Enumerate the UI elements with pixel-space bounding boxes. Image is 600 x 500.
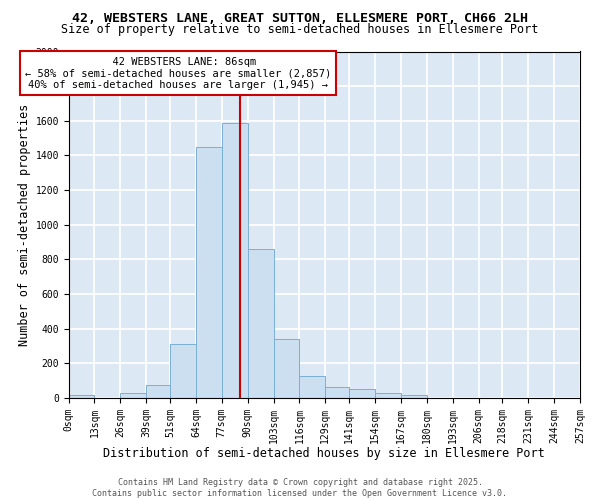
Y-axis label: Number of semi-detached properties: Number of semi-detached properties [18, 104, 31, 346]
Bar [274, 339, 299, 398]
Bar [349, 389, 375, 398]
Bar [68, 396, 94, 398]
Bar [121, 392, 146, 398]
Bar [299, 376, 325, 398]
Bar [222, 122, 248, 398]
Bar [248, 249, 274, 398]
Bar [401, 396, 427, 398]
Text: Contains HM Land Registry data © Crown copyright and database right 2025.
Contai: Contains HM Land Registry data © Crown c… [92, 478, 508, 498]
Bar [146, 385, 170, 398]
Text: Size of property relative to semi-detached houses in Ellesmere Port: Size of property relative to semi-detach… [61, 22, 539, 36]
Text: 42 WEBSTERS LANE: 86sqm
← 58% of semi-detached houses are smaller (2,857)
40% of: 42 WEBSTERS LANE: 86sqm ← 58% of semi-de… [25, 56, 331, 90]
Bar [375, 392, 401, 398]
Bar [170, 344, 196, 398]
Bar [325, 388, 349, 398]
Bar [196, 146, 222, 398]
Text: 42, WEBSTERS LANE, GREAT SUTTON, ELLESMERE PORT, CH66 2LH: 42, WEBSTERS LANE, GREAT SUTTON, ELLESME… [72, 12, 528, 26]
X-axis label: Distribution of semi-detached houses by size in Ellesmere Port: Distribution of semi-detached houses by … [103, 447, 545, 460]
